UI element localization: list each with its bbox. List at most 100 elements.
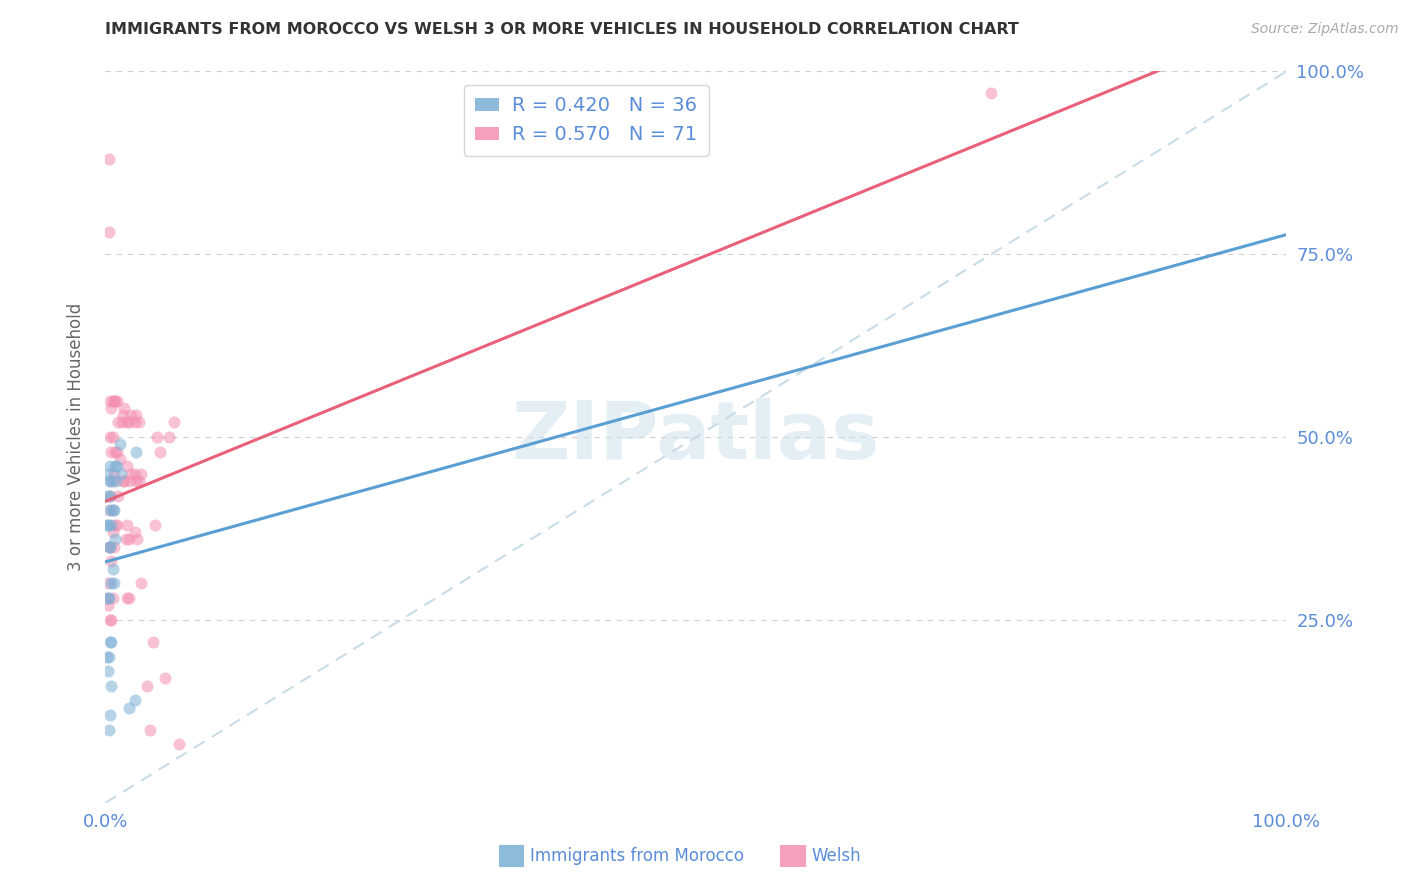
Point [98, 152, 121, 166]
Point [111, 416, 134, 430]
Point [98, 459, 121, 474]
Point [118, 700, 141, 714]
Point [97, 517, 120, 532]
Point [98, 393, 121, 408]
Point [104, 533, 127, 547]
Point [103, 576, 125, 591]
Point [105, 517, 128, 532]
Point [100, 613, 122, 627]
Point [112, 474, 135, 488]
Point [103, 503, 125, 517]
Point [98, 723, 121, 737]
Point [104, 459, 127, 474]
Point [100, 635, 122, 649]
Text: Immigrants from Morocco: Immigrants from Morocco [530, 847, 744, 865]
Point [101, 562, 124, 576]
Point [163, 416, 186, 430]
Point [97, 591, 120, 605]
Point [110, 467, 132, 481]
Y-axis label: 3 or more Vehicles in Household: 3 or more Vehicles in Household [66, 303, 84, 571]
Point [115, 459, 138, 474]
Point [98, 708, 121, 723]
Point [980, 87, 1002, 101]
Point [128, 416, 150, 430]
Point [124, 693, 146, 707]
Point [97, 467, 120, 481]
Point [125, 408, 148, 422]
Point [105, 444, 128, 458]
Point [139, 723, 162, 737]
Point [97, 664, 120, 678]
Point [101, 525, 124, 540]
Point [112, 401, 135, 415]
Point [112, 474, 135, 488]
Point [103, 540, 125, 554]
Point [96, 517, 118, 532]
Point [97, 599, 120, 613]
Point [101, 503, 124, 517]
Point [135, 679, 157, 693]
Legend: R = 0.420   N = 36, R = 0.570   N = 71: R = 0.420 N = 36, R = 0.570 N = 71 [464, 85, 709, 156]
Point [128, 474, 150, 488]
Point [98, 489, 121, 503]
Point [115, 591, 138, 605]
Point [100, 517, 122, 532]
Text: IMMIGRANTS FROM MOROCCO VS WELSH 3 OR MORE VEHICLES IN HOUSEHOLD CORRELATION CHA: IMMIGRANTS FROM MOROCCO VS WELSH 3 OR MO… [105, 22, 1019, 37]
Point [98, 489, 121, 503]
Point [101, 474, 124, 488]
Point [153, 672, 176, 686]
Point [118, 533, 141, 547]
Point [100, 444, 122, 458]
Point [98, 430, 121, 444]
Point [98, 591, 121, 605]
Point [100, 474, 122, 488]
Point [101, 591, 124, 605]
Point [120, 408, 142, 422]
Point [97, 576, 120, 591]
Point [118, 591, 141, 605]
Point [115, 416, 138, 430]
Point [115, 517, 138, 532]
Point [98, 540, 121, 554]
Point [96, 591, 118, 605]
Point [101, 393, 124, 408]
Point [125, 474, 148, 488]
Text: ZIPatlas: ZIPatlas [512, 398, 880, 476]
Point [125, 444, 148, 458]
Text: Source: ZipAtlas.com: Source: ZipAtlas.com [1251, 22, 1399, 37]
Point [98, 649, 121, 664]
Point [120, 467, 142, 481]
Point [98, 540, 121, 554]
Point [100, 554, 122, 568]
Point [98, 635, 121, 649]
Point [100, 401, 122, 415]
Point [157, 430, 180, 444]
Point [114, 533, 136, 547]
Point [142, 635, 165, 649]
Point [103, 467, 125, 481]
Point [96, 649, 118, 664]
Point [100, 503, 122, 517]
Point [98, 613, 121, 627]
Point [103, 393, 125, 408]
Point [100, 679, 122, 693]
Point [104, 517, 127, 532]
Point [104, 444, 127, 458]
Point [98, 474, 121, 488]
Point [108, 437, 131, 451]
Point [129, 576, 152, 591]
Point [98, 503, 121, 517]
Point [124, 416, 146, 430]
Point [118, 416, 141, 430]
Point [100, 576, 122, 591]
Point [129, 467, 152, 481]
Point [101, 430, 124, 444]
Point [108, 452, 131, 467]
Point [107, 489, 129, 503]
Point [105, 393, 128, 408]
Point [149, 444, 172, 458]
Point [96, 489, 118, 503]
Point [105, 459, 128, 474]
Point [105, 474, 128, 488]
Point [118, 474, 141, 488]
